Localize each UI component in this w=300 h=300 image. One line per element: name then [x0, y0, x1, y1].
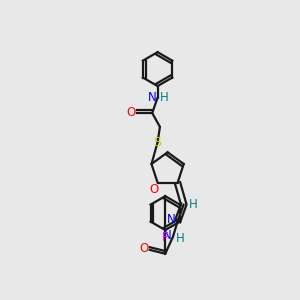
Text: N: N	[148, 91, 157, 104]
Text: N: N	[167, 213, 176, 226]
Text: H: H	[189, 198, 197, 211]
Text: F: F	[162, 231, 169, 244]
Text: O: O	[126, 106, 135, 119]
Text: O: O	[149, 183, 158, 196]
Text: H: H	[160, 91, 169, 104]
Text: S: S	[154, 136, 162, 149]
Text: N: N	[162, 229, 171, 242]
Text: H: H	[176, 232, 185, 245]
Text: O: O	[139, 242, 148, 255]
